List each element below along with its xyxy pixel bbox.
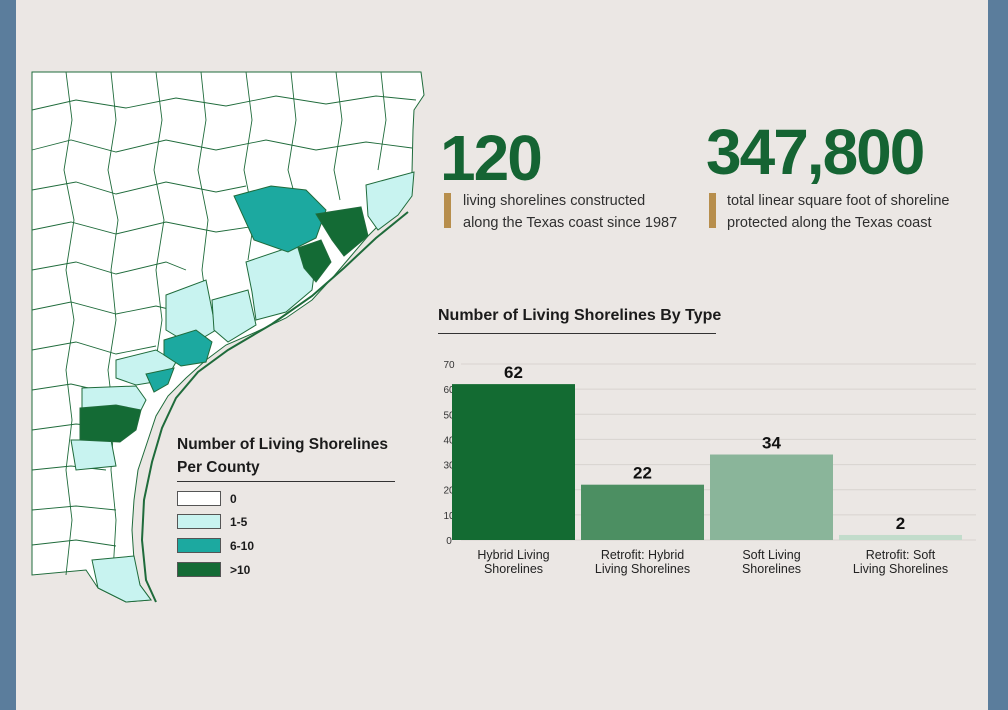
bar [581, 484, 704, 540]
y-tick-label: 60 [443, 385, 455, 396]
map-legend-item: >10 [177, 562, 250, 577]
barrier-island [140, 211, 409, 603]
stat-1-value: 120 [440, 122, 543, 194]
map-legend-rule [177, 481, 395, 482]
chart-title: Number of Living Shorelines By Type [438, 307, 722, 324]
map-legend-label: >10 [230, 562, 251, 577]
stat-2-caption: total linear square foot of shoreline pr… [727, 190, 949, 234]
map-legend-label: 1-5 [230, 514, 248, 529]
map-legend-title-line1: Number of Living Shorelines [177, 436, 388, 453]
bar [839, 534, 962, 540]
counties-6-10 [145, 185, 327, 393]
x-category-label: Shorelines [484, 562, 543, 576]
counties-over-10 [79, 206, 369, 443]
bar-value-label: 2 [896, 514, 905, 533]
bar [710, 454, 833, 540]
map-legend-title-line2: Per County [177, 459, 260, 476]
counties-1-5 [70, 171, 415, 603]
bar [452, 384, 575, 540]
chart-title-rule [438, 333, 716, 334]
bar-value-label: 34 [762, 434, 781, 453]
infographic-panel: 120 living shorelines constructed along … [16, 0, 988, 710]
x-category-label: Living Shorelines [853, 562, 948, 576]
map-legend-label: 6-10 [230, 538, 255, 553]
y-tick-label: 20 [443, 486, 455, 497]
stat-1-accent-bar [444, 193, 451, 228]
stat-1-caption: living shorelines constructed along the … [463, 190, 677, 234]
stat-2-caption-line1: total linear square foot of shoreline [727, 193, 950, 209]
y-tick-label: 70 [443, 360, 455, 371]
bar-value-label: 22 [633, 464, 652, 483]
stat-1-caption-line1: living shorelines constructed [463, 193, 646, 209]
x-category-label: Soft Living [742, 548, 800, 562]
y-tick-label: 30 [443, 461, 455, 472]
map-legend-title: Number of Living Shorelines Per County [177, 433, 407, 479]
map-legend-swatch [177, 514, 221, 529]
map-legend-swatch [177, 538, 221, 553]
stat-2-caption-line2: protected along the Texas coast [727, 215, 932, 231]
x-category-label: Retrofit: Soft [866, 548, 936, 562]
map-legend-item: 1-5 [177, 514, 247, 529]
texas-coast-county-map [31, 71, 425, 603]
x-category-label: Retrofit: Hybrid [601, 548, 684, 562]
map-legend-item: 0 [177, 491, 237, 506]
stat-2-accent-bar [709, 193, 716, 228]
x-category-label: Hybrid Living [477, 548, 549, 562]
stat-1-caption-line2: along the Texas coast since 1987 [463, 215, 678, 231]
y-tick-label: 50 [443, 410, 455, 421]
map-legend-item: 6-10 [177, 538, 254, 553]
y-tick-label: 10 [443, 511, 455, 522]
map-legend-swatch [177, 562, 221, 577]
y-tick-label: 40 [443, 435, 455, 446]
x-category-label: Shorelines [742, 562, 801, 576]
map-legend-swatch [177, 491, 221, 506]
stat-2-value: 347,800 [706, 116, 925, 188]
x-category-label: Living Shorelines [595, 562, 690, 576]
y-tick-label: 0 [446, 536, 452, 547]
map-legend-label: 0 [230, 491, 237, 506]
bar-value-label: 62 [504, 363, 523, 382]
